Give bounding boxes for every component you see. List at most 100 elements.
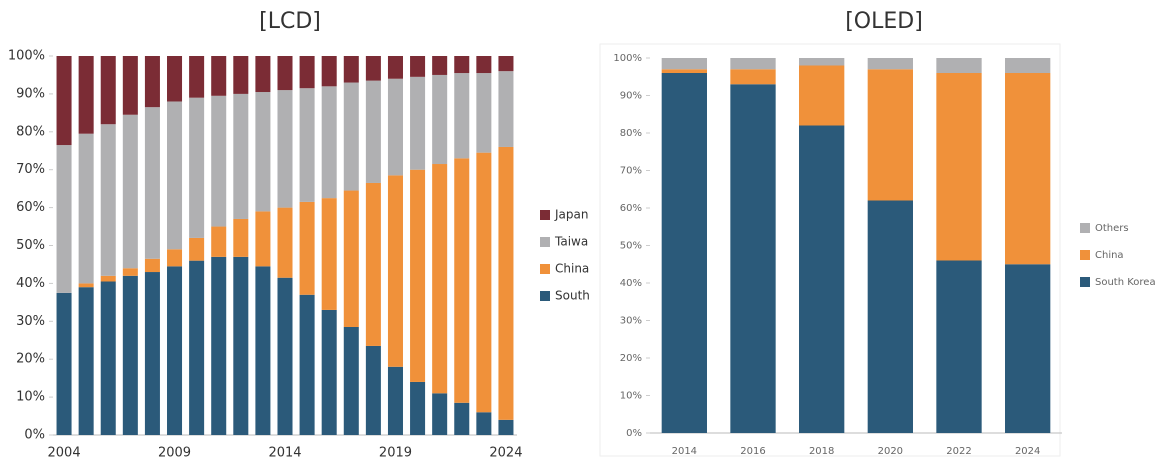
- bar-segment: [78, 133, 94, 284]
- bar-segment: [277, 56, 293, 91]
- bar-segment: [365, 80, 381, 183]
- bar-segment: [365, 56, 381, 81]
- bar-segment: [730, 58, 776, 70]
- bar-segment: [255, 266, 271, 435]
- bar-segment: [122, 114, 138, 269]
- bar-segment: [476, 56, 492, 74]
- y-tick-label: 30%: [16, 314, 45, 329]
- bar-segment: [498, 56, 514, 72]
- legend-label: China: [555, 262, 589, 276]
- x-tick-label: 2014: [268, 446, 301, 461]
- y-tick-label: 60%: [620, 203, 642, 214]
- bar-segment: [432, 74, 448, 165]
- y-tick-label: 30%: [620, 316, 642, 327]
- bar-segment: [122, 268, 138, 276]
- bar-segment: [211, 95, 227, 227]
- bar-segment: [410, 76, 426, 170]
- bar-segment: [122, 56, 138, 115]
- bar-segment: [730, 69, 776, 85]
- y-tick-label: 40%: [620, 278, 642, 289]
- bar-segment: [454, 402, 470, 435]
- y-tick-label: 50%: [16, 238, 45, 253]
- bar-segment: [454, 73, 470, 159]
- bar-segment: [432, 56, 448, 75]
- panel-frame: [599, 43, 1061, 457]
- bar-segment: [1005, 264, 1051, 433]
- x-tick-label: 2009: [158, 446, 191, 461]
- legend-swatch: [1080, 277, 1090, 287]
- bar-segment: [100, 124, 116, 276]
- bar-segment: [867, 58, 913, 70]
- bar-segment: [144, 258, 160, 273]
- bar-segment: [233, 56, 249, 94]
- bar-segment: [343, 82, 359, 191]
- bar-segment: [365, 182, 381, 346]
- y-tick-label: 10%: [620, 391, 642, 402]
- bar-segment: [233, 93, 249, 219]
- legend-swatch: [540, 264, 550, 274]
- bar-segment: [799, 125, 845, 433]
- y-tick-label: 90%: [16, 86, 45, 101]
- bar-segment: [78, 283, 94, 288]
- bar-segment: [167, 101, 183, 250]
- legend-label: South: [555, 289, 590, 303]
- bar-segment: [365, 345, 381, 435]
- chart-title: [OLED]: [845, 9, 923, 34]
- bar-segment: [321, 56, 337, 87]
- x-tick-label: 2014: [672, 446, 697, 457]
- bar-segment: [343, 56, 359, 83]
- bar-segment: [56, 145, 72, 293]
- legend-swatch: [540, 237, 550, 247]
- bar-segment: [211, 226, 227, 257]
- bar-segment: [277, 90, 293, 208]
- legend-label: Japan: [554, 208, 588, 222]
- bar-segment: [321, 86, 337, 199]
- bar-segment: [730, 84, 776, 433]
- bar-segment: [799, 58, 845, 66]
- bar-segment: [410, 381, 426, 435]
- legend-swatch: [1080, 223, 1090, 233]
- x-tick-label: 2024: [1015, 446, 1040, 457]
- bar-segment: [321, 198, 337, 310]
- y-tick-label: 20%: [16, 352, 45, 367]
- y-tick-label: 40%: [16, 276, 45, 291]
- legend-label: South Korea: [1095, 277, 1156, 288]
- x-tick-label: 2020: [878, 446, 903, 457]
- bar-segment: [56, 292, 72, 435]
- y-tick-label: 10%: [16, 390, 45, 405]
- legend-label: Others: [1095, 223, 1129, 234]
- bar-segment: [78, 287, 94, 435]
- bar-segment: [476, 412, 492, 435]
- legend-swatch: [540, 291, 550, 301]
- bar-segment: [122, 275, 138, 435]
- bar-segment: [255, 92, 271, 212]
- x-tick-label: 2019: [379, 446, 412, 461]
- x-tick-label: 2004: [48, 446, 81, 461]
- bar-segment: [100, 281, 116, 435]
- bar-segment: [867, 200, 913, 433]
- bar-segment: [189, 237, 205, 261]
- y-tick-label: 100%: [8, 49, 45, 64]
- y-tick-label: 0%: [24, 428, 45, 443]
- bar-segment: [498, 146, 514, 420]
- x-tick-label: 2016: [740, 446, 765, 457]
- bar-segment: [343, 190, 359, 327]
- bar-segment: [936, 73, 982, 261]
- bar-segment: [167, 56, 183, 102]
- bar-segment: [211, 256, 227, 435]
- bar-segment: [100, 275, 116, 282]
- bar-segment: [255, 56, 271, 93]
- bar-segment: [211, 56, 227, 96]
- bar-segment: [78, 56, 94, 134]
- x-tick-label: 2024: [489, 446, 522, 461]
- bar-segment: [410, 169, 426, 382]
- bar-segment: [189, 97, 205, 238]
- bar-segment: [277, 277, 293, 435]
- bar-segment: [299, 201, 315, 295]
- bar-segment: [799, 65, 845, 126]
- bar-segment: [277, 207, 293, 278]
- y-tick-label: 80%: [16, 124, 45, 139]
- bar-segment: [189, 260, 205, 435]
- chart-title: [LCD]: [259, 9, 321, 34]
